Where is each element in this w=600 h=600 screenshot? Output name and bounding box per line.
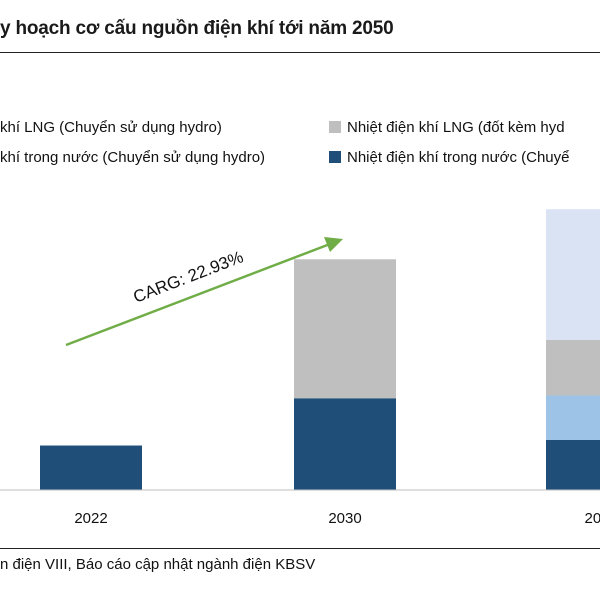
- bar-segment-2022-0: [40, 445, 142, 490]
- legend-swatch: [329, 121, 341, 133]
- source-rule: [0, 548, 600, 549]
- x-axis-labels: 2022 2030 205: [74, 510, 600, 527]
- growth-arrow-line: [65, 242, 331, 347]
- bar-segment-205-1: [546, 395, 600, 440]
- bar-segment-205-3: [546, 209, 600, 340]
- legend-swatch: [329, 151, 341, 163]
- x-tick-label: 2022: [74, 510, 107, 527]
- legend-label: khí trong nước (Chuyển sử dụng hydro): [0, 149, 265, 166]
- bar-segment-205-0: [546, 439, 600, 490]
- legend-label: Nhiệt điện khí LNG (đốt kèm hyd: [347, 119, 565, 136]
- bar-segment-205-2: [546, 339, 600, 396]
- growth-arrow-head: [324, 237, 343, 252]
- source-note: n điện VIII, Báo cáo cập nhật ngành điện…: [0, 556, 316, 573]
- title-rule: [0, 52, 600, 53]
- legend-label: khí LNG (Chuyển sử dụng hydro): [0, 119, 222, 136]
- bar-segment-2030-2: [294, 259, 396, 399]
- legend-label: Nhiệt điện khí trong nước (Chuyể: [347, 149, 570, 166]
- legend: khí LNG (Chuyển sử dụng hydro) Nhiệt điện…: [0, 119, 570, 166]
- bar-segment-2030-0: [294, 398, 396, 490]
- x-tick-label: 2030: [328, 510, 361, 527]
- chart-title: y hoạch cơ cấu nguồn điện khí tới năm 20…: [0, 18, 394, 39]
- x-tick-label: 205: [584, 510, 600, 527]
- bars: [40, 209, 600, 490]
